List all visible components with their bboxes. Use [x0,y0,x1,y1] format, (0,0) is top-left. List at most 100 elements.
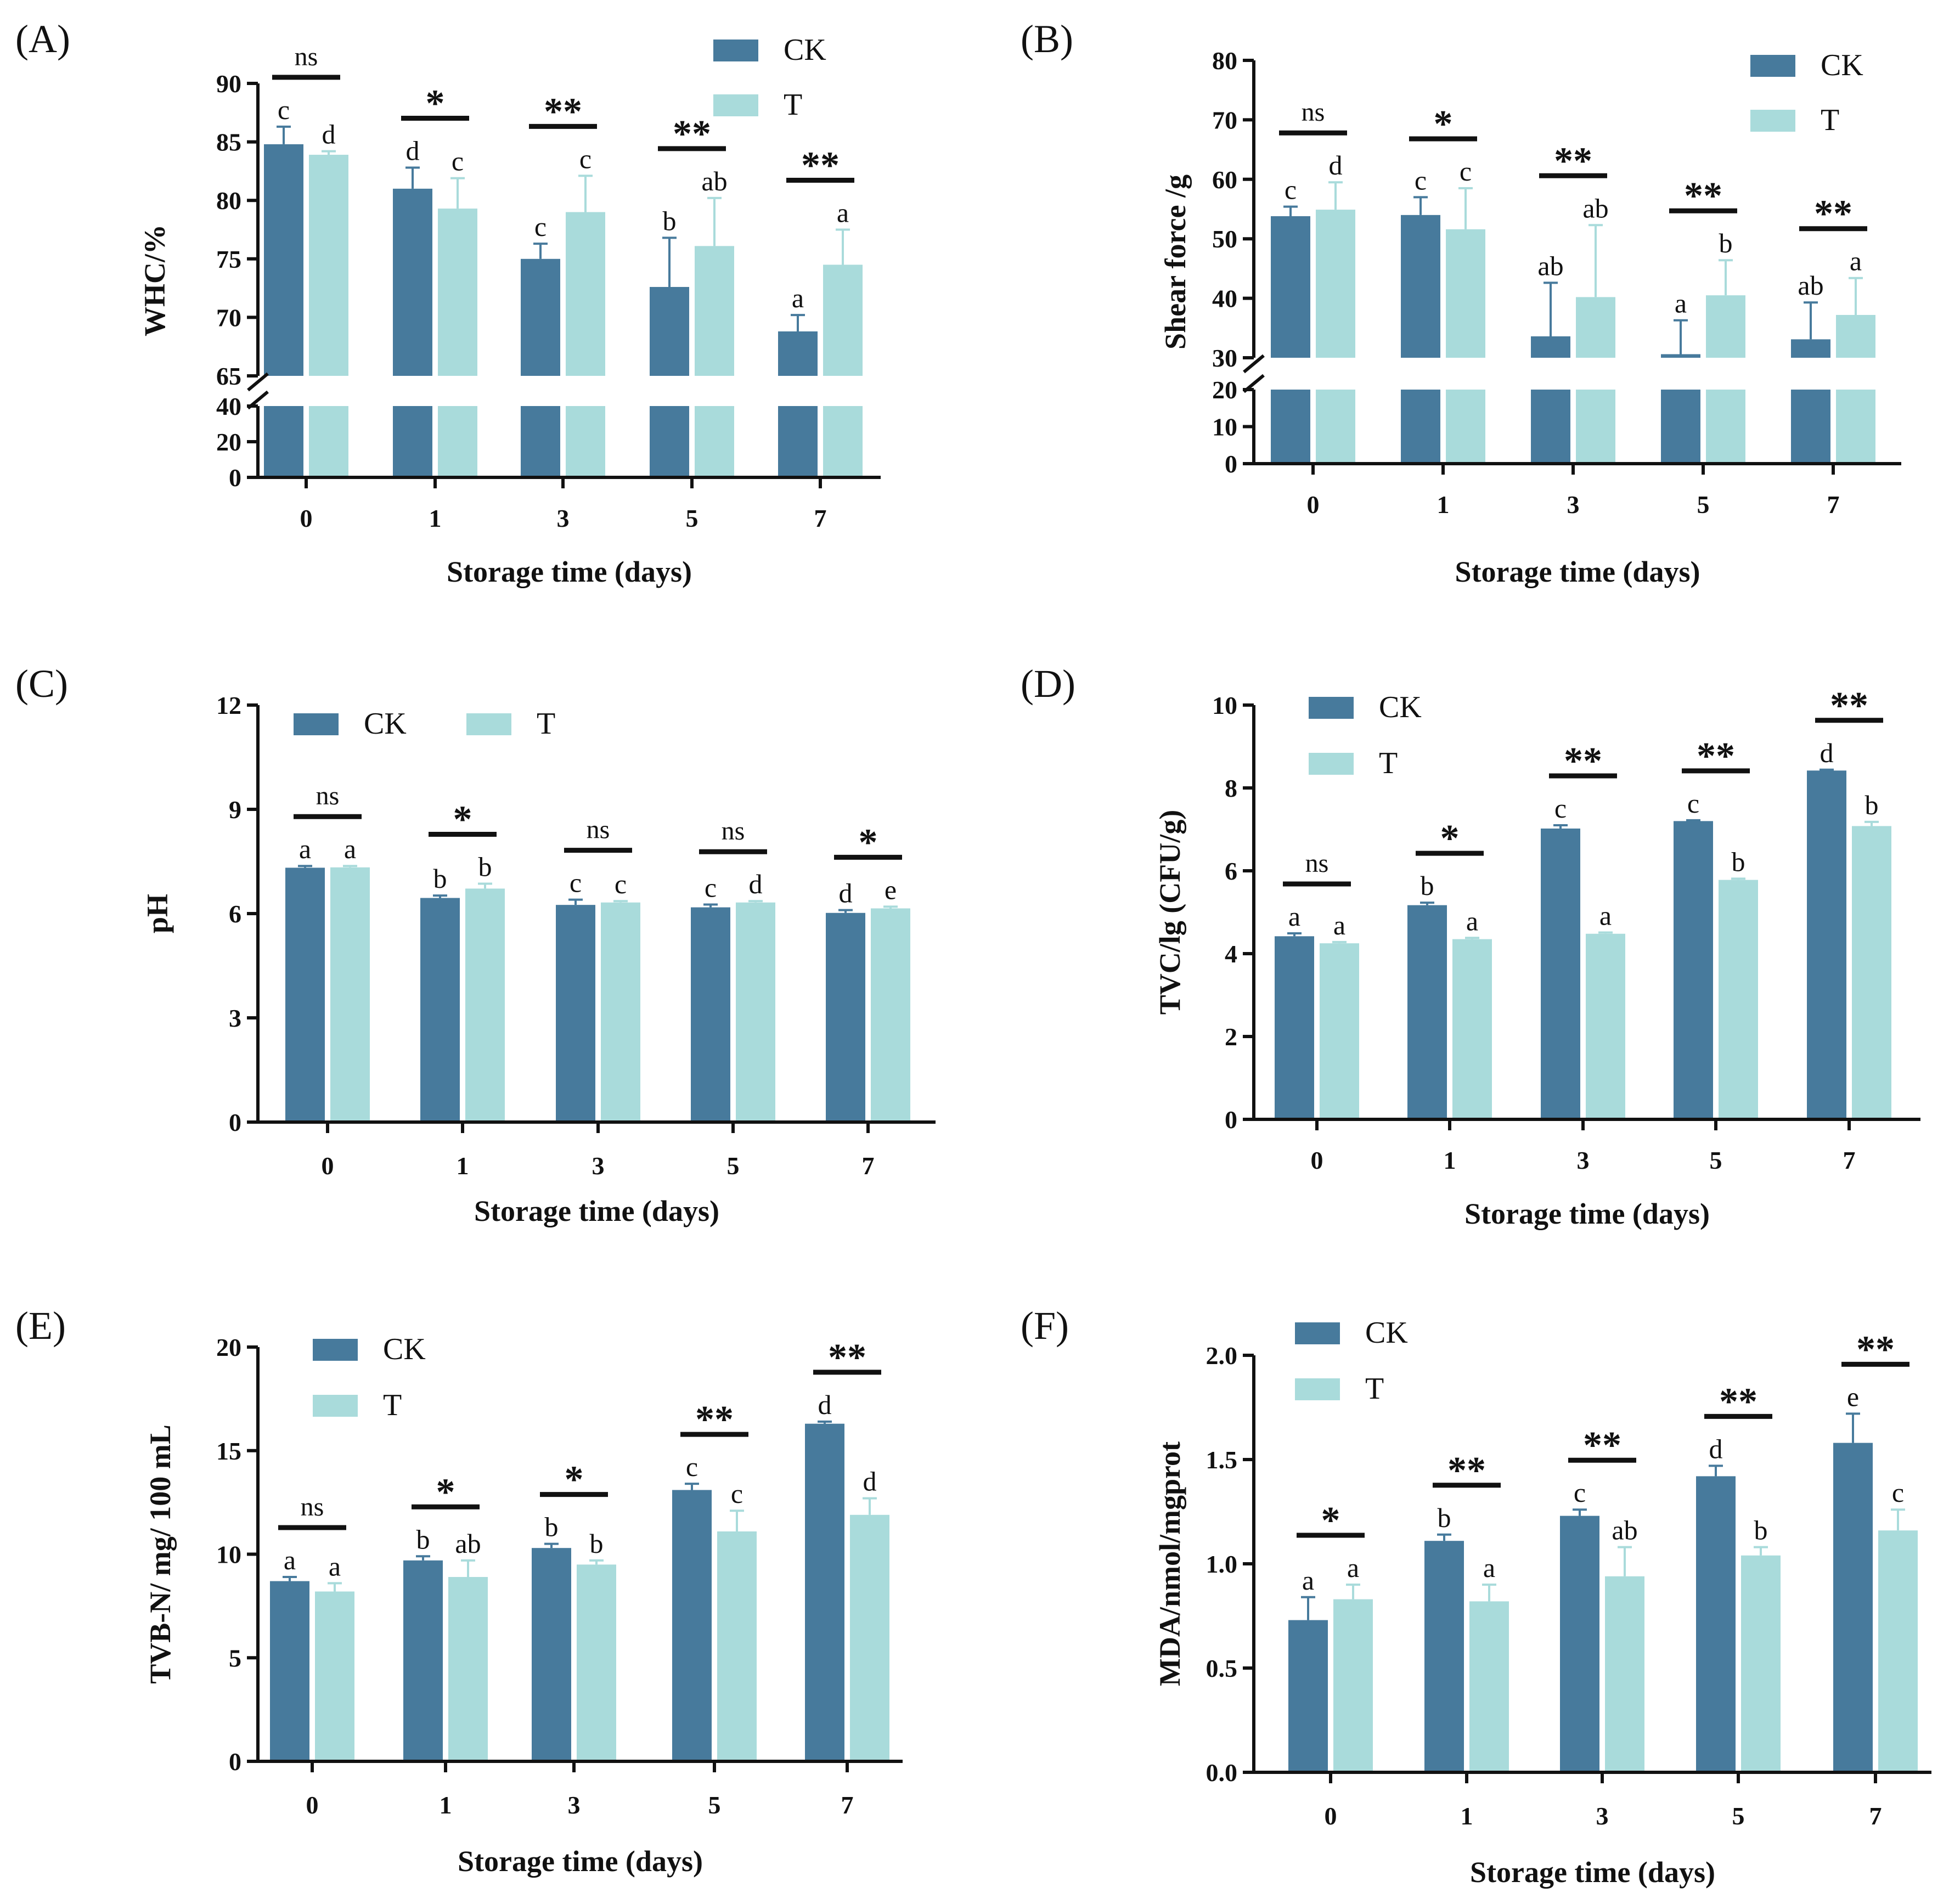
x-axis-title: Storage time (days) [1464,1197,1710,1230]
significance-letter: b [1438,1502,1451,1533]
legend-swatch-ck [1750,55,1795,77]
significance-marker: ** [1830,685,1868,727]
significance-letter: ab [1798,270,1823,301]
bar-ck-day-1 [1401,215,1440,358]
x-tick-label: 0 [306,1791,319,1819]
x-tick-label: 0 [300,504,313,532]
significance-letter: e [1847,1381,1859,1412]
significance-marker: ** [828,1337,866,1379]
significance-marker: ns [1305,849,1329,878]
significance-letter: b [416,1524,430,1554]
legend-label-ck: CK [364,707,407,741]
y-tick-label: 0 [229,1748,241,1776]
significance-marker: ** [695,1399,734,1441]
bar-ck-day-3 [556,905,595,1122]
legend-label-t: T [1365,1372,1384,1406]
significance-marker: * [453,799,472,841]
y-tick-label: 40 [1212,285,1237,313]
y-tick-label: 0.5 [1206,1654,1238,1682]
y-tick-label: 20 [1212,376,1237,404]
y-tick-label: 8 [1225,774,1237,802]
bar-t-day-7-lower [1836,390,1875,464]
legend-label-ck: CK [1365,1316,1408,1350]
significance-marker: ** [1856,1328,1895,1371]
panel-label: (D) [1021,662,1075,706]
bar-ck-day-3-lower [521,406,560,477]
y-tick-label: 0 [229,464,241,492]
bar-t-day-3 [601,902,640,1122]
x-tick-label: 7 [1843,1146,1856,1174]
significance-marker: * [565,1459,584,1501]
significance-letter: c [705,872,717,903]
x-axis-title: Storage time (days) [1455,555,1700,588]
y-tick-label: 6 [1225,857,1237,885]
significance-marker: * [426,83,445,125]
significance-marker: ** [673,113,711,155]
y-axis-title: TVC/lg (CFU/g) [1153,810,1186,1015]
significance-letter: c [731,1478,743,1509]
significance-marker: ** [801,145,840,187]
y-tick-label: 1.5 [1206,1446,1238,1474]
bar-t-day-3 [1605,1576,1644,1772]
bar-t-day-1-lower [1446,390,1485,464]
bar-t-day-5 [736,902,775,1122]
legend-label-t: T [784,88,802,122]
bar-t-day-5 [717,1531,757,1761]
legend-label-ck: CK [1379,690,1422,724]
bar-ck-day-0 [1271,216,1310,358]
significance-letter: b [663,205,677,236]
significance-letter: a [329,1551,341,1581]
bar-ck-day-3 [532,1548,571,1761]
y-tick-label: 80 [216,187,241,215]
bar-t-day-0 [1316,210,1355,358]
legend-swatch-t [1309,753,1354,775]
y-tick-label: 15 [216,1437,241,1465]
x-tick-label: 0 [1325,1802,1337,1830]
y-tick-label: 20 [216,1333,241,1361]
panel-label: (A) [15,17,70,61]
bar-ck-day-0-lower [1271,390,1310,464]
significance-letter: b [478,852,492,882]
significance-letter: d [406,136,420,166]
bar-t-day-3-lower [1576,390,1615,464]
legend-label-ck: CK [784,33,826,67]
x-tick-label: 3 [557,504,570,532]
significance-letter: ab [1612,1515,1637,1546]
y-tick-label: 0 [1225,1106,1237,1134]
significance-letter: c [452,146,464,177]
significance-letter: a [1599,900,1612,931]
x-tick-label: 1 [1444,1146,1456,1174]
bar-ck-day-7 [1791,339,1830,358]
significance-letter: a [792,283,804,313]
bar-t-day-3 [1576,297,1615,358]
bar-t-day-1 [1469,1601,1509,1772]
bar-t-day-3 [1586,933,1625,1119]
significance-letter: a [1483,1552,1495,1583]
y-tick-label: 60 [1212,166,1237,194]
bar-ck-day-5 [1661,354,1700,358]
x-tick-label: 3 [592,1152,605,1180]
significance-marker: ** [1697,735,1735,778]
significance-letter: d [1820,737,1834,768]
x-axis-title: Storage time (days) [1470,1856,1715,1889]
significance-letter: b [1421,870,1434,901]
y-tick-label: 0 [1225,450,1237,478]
significance-letter: b [1732,846,1745,877]
bar-ck-day-3 [1560,1516,1599,1772]
y-tick-label: 30 [1212,344,1237,372]
x-tick-label: 5 [686,504,699,532]
bar-ck-day-7 [826,912,865,1122]
bar-t-day-5 [695,246,734,376]
y-tick-label: 4 [1225,940,1237,968]
bar-ck-day-0 [1288,1620,1328,1772]
panel-label: (C) [15,662,68,706]
bar-t-day-7 [850,1514,889,1761]
legend-label-ck: CK [1821,48,1863,82]
legend-label-t: T [1821,103,1839,137]
x-tick-label: 0 [322,1152,334,1180]
y-tick-label: 0 [229,1108,241,1136]
significance-letter: ab [1582,193,1608,223]
y-tick-label: 10 [216,1541,241,1569]
bar-ck-day-7 [805,1423,844,1761]
y-tick-label: 90 [216,70,241,98]
